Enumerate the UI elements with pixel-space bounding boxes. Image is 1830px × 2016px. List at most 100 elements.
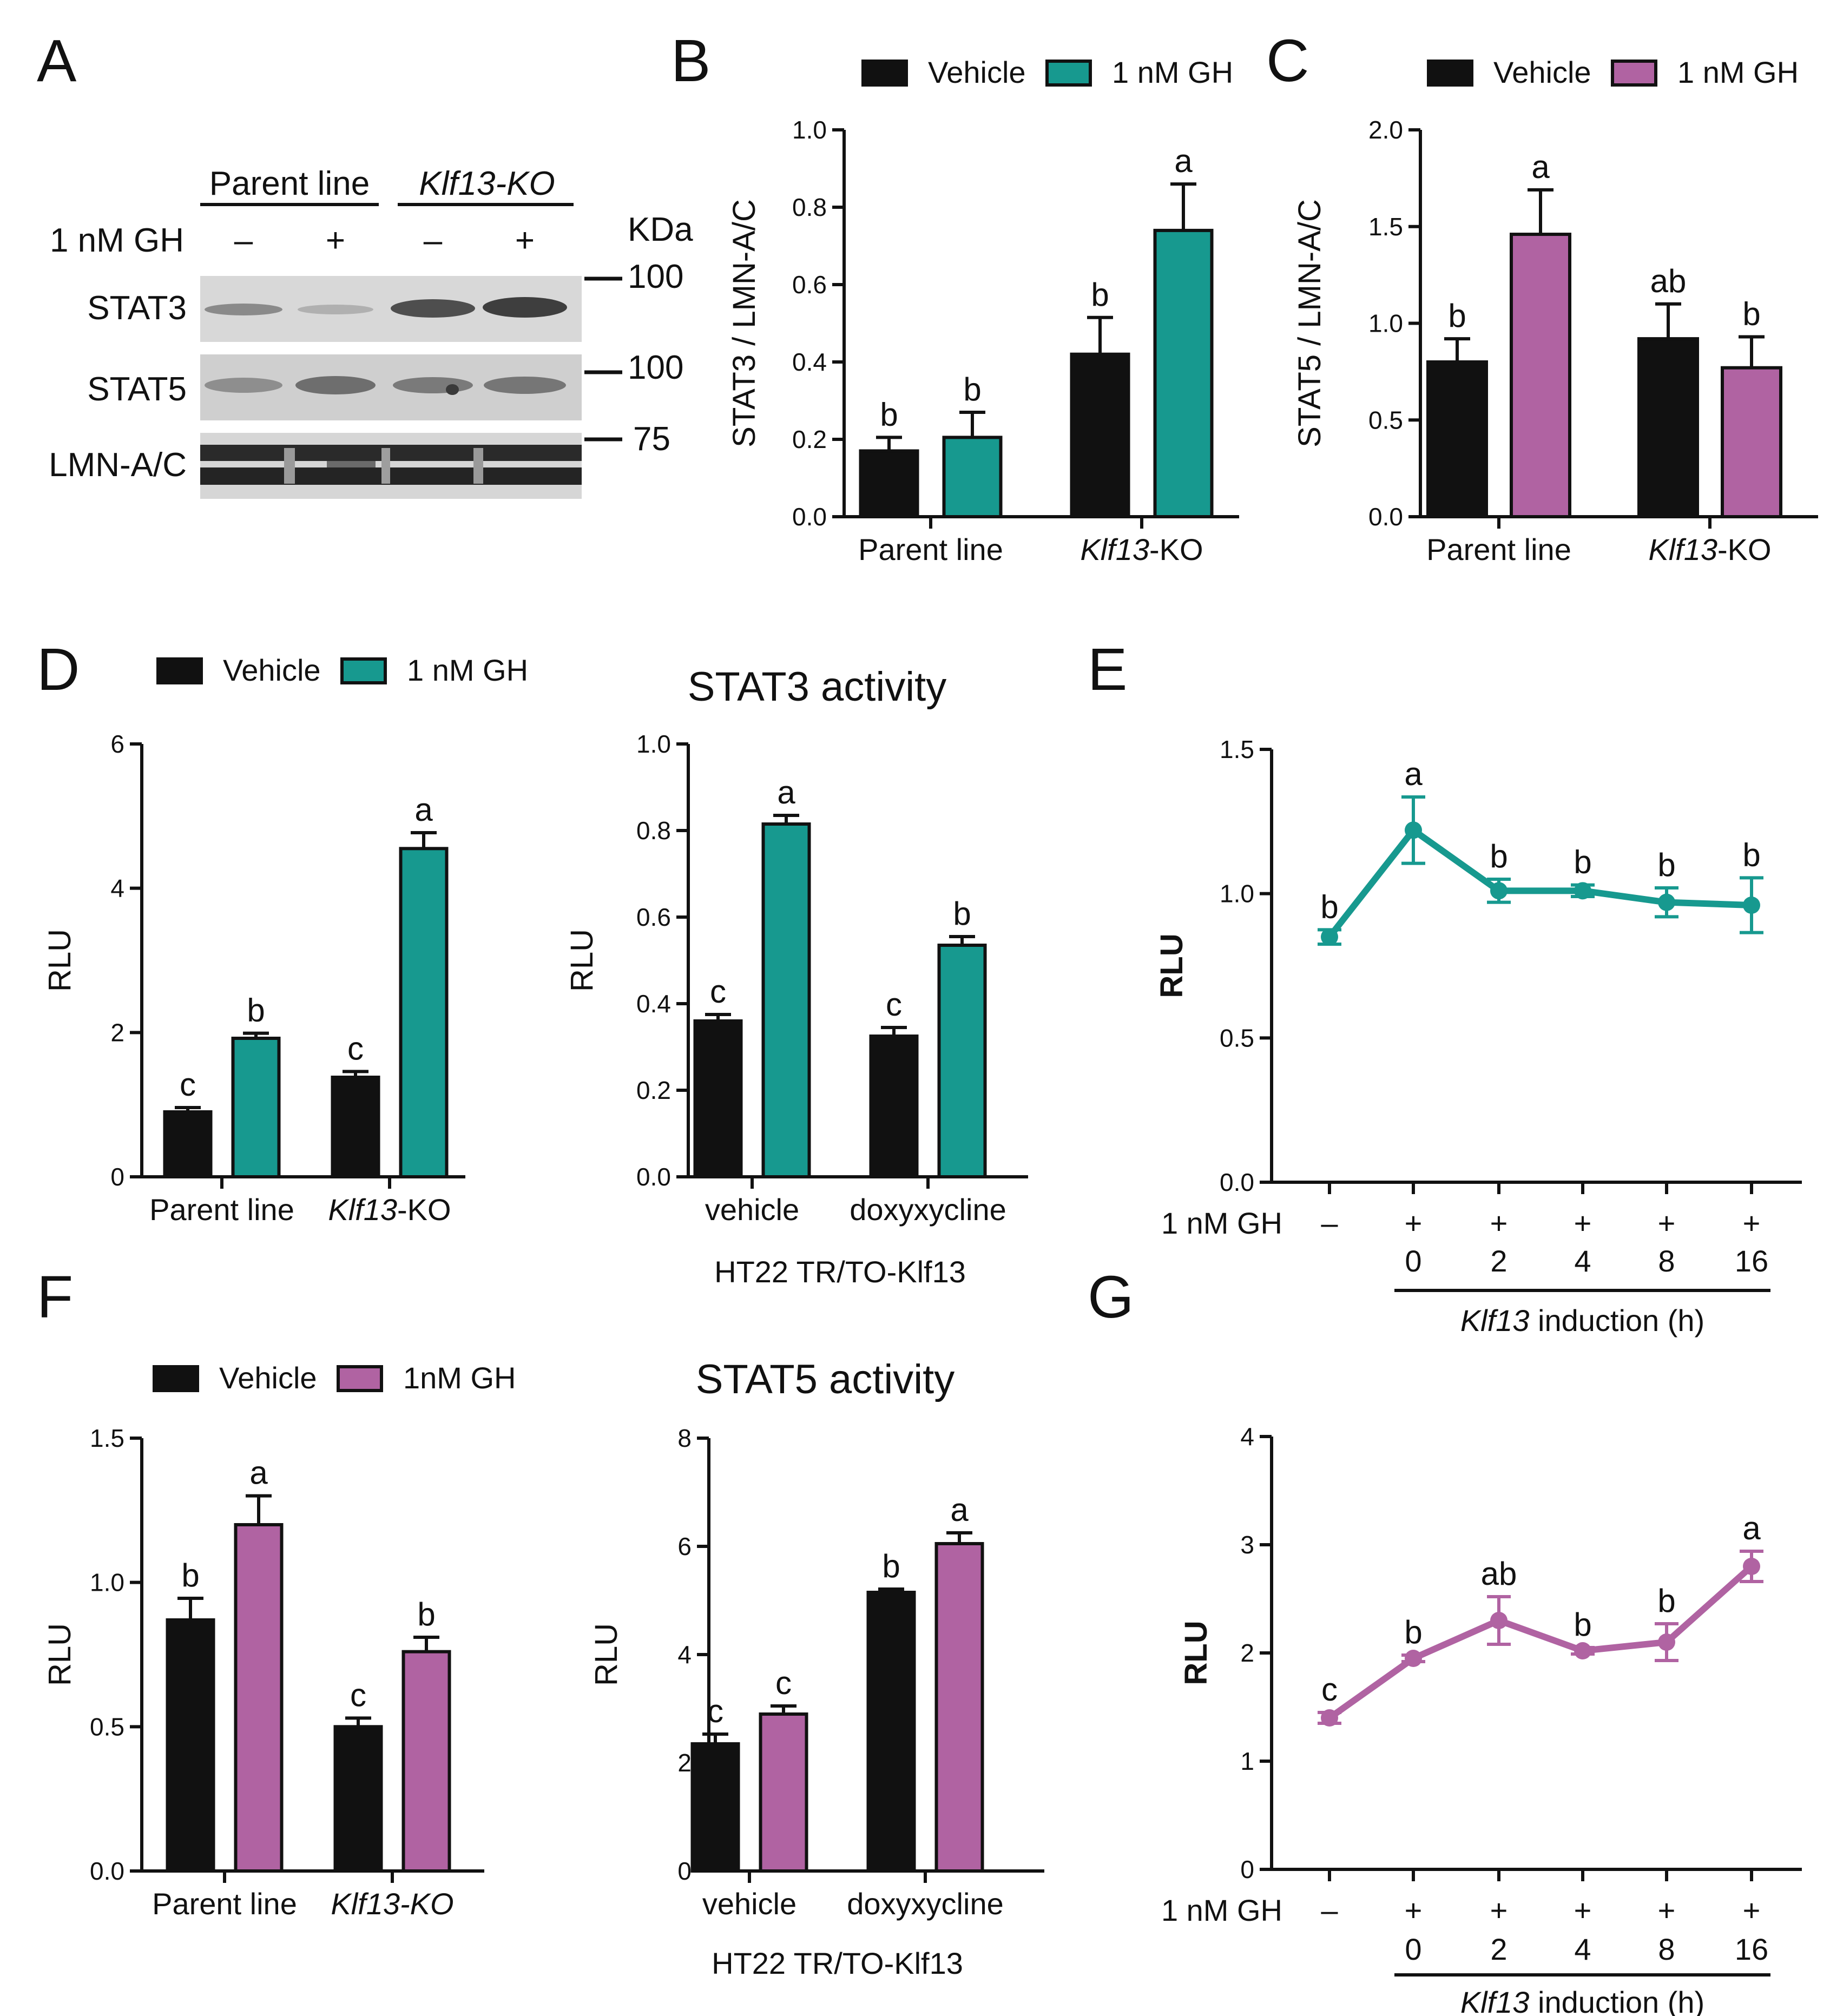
chart-c-category-label: Parent line	[1426, 532, 1571, 566]
chart-c-bar-vehicle	[1637, 337, 1699, 518]
chart-f-left-significance-letter: a	[249, 1455, 268, 1491]
chart-b-bar-gh	[1153, 228, 1214, 518]
chart-g-data-point	[1658, 1633, 1675, 1651]
chart-f-left-bar-vehicle	[166, 1618, 215, 1873]
chart-g-significance-letter: b	[1404, 1614, 1422, 1650]
chart-g-series-line	[1327, 1564, 1754, 1721]
blot-strip-lmn	[200, 433, 582, 499]
blot-treatment-label: 1 nM GH	[50, 222, 184, 259]
blot-group-parent: Parent line	[209, 165, 370, 202]
chart-g-gh-sign: +	[1743, 1893, 1761, 1927]
chart-b-legend-label: 1 nM GH	[1112, 55, 1233, 89]
chart-e-gh-sign: +	[1490, 1206, 1508, 1240]
chart-e-time-label: 0	[1405, 1244, 1421, 1278]
chart-f-right-y-tick-label: 8	[677, 1424, 692, 1452]
chart-d-left-y-tick-label: 6	[110, 730, 124, 758]
blot-kda-label: KDa	[628, 211, 693, 248]
chart-f-right-title: STAT5 activity	[696, 1356, 955, 1402]
chart-g-gh-sign: +	[1405, 1893, 1423, 1927]
chart-d-left-significance-letter: a	[414, 792, 433, 828]
chart-c-significance-letter: ab	[1650, 263, 1687, 299]
panel-label-e: E	[1088, 636, 1127, 703]
chart-e-time-label: 2	[1490, 1244, 1507, 1278]
chart-d-stat3-rlu-dox: 0.0 0.2 0.4 0.6 0.8 1.0 RLU vehicle c a doxyxyclin…	[564, 664, 1028, 1289]
blot-row-label-lmn: LMN-A/C	[49, 446, 187, 484]
chart-d-left-bar-vehicle	[163, 1110, 213, 1178]
chart-d-left-legend-swatch	[156, 657, 203, 684]
chart-c-y-tick-label: 1.5	[1368, 213, 1403, 241]
chart-g-significance-letter: ab	[1481, 1556, 1517, 1592]
chart-c-y-tick-label: 1.0	[1368, 309, 1403, 338]
chart-f-left-legend-label: Vehicle	[219, 1361, 317, 1395]
chart-b-y-axis-label: STAT3 / LMN-A/C	[727, 199, 762, 447]
chart-f-left-y-tick-label: 0.0	[90, 1857, 124, 1885]
chart-f-left-bar-gh	[401, 1650, 451, 1873]
chart-f-stat5-rlu-dox: 0 2 4 6 8 RLU vehicle c c doxyxycline b a STAT5 acti…	[589, 1356, 1044, 1980]
chart-e-time-label: 16	[1735, 1244, 1768, 1278]
chart-c-y-tick-label: 0.0	[1368, 503, 1403, 531]
chart-f-left-significance-letter: b	[417, 1596, 435, 1632]
chart-d-right-y-tick-label: 0.4	[636, 990, 671, 1018]
chart-b-stat3-ratio: 0.0 0.2 0.4 0.6 0.8 1.0 STAT3 / LMN-A/C Parent …	[727, 55, 1239, 566]
chart-f-left-y-tick-label: 1.5	[90, 1424, 124, 1452]
chart-b-y-tick-label: 1.0	[792, 116, 827, 144]
chart-g-data-point	[1321, 1709, 1338, 1727]
chart-f-right-y-tick-label: 6	[677, 1532, 692, 1560]
chart-f-left-category-label: Parent line	[152, 1887, 297, 1921]
chart-d-left-y-tick-label: 0	[110, 1163, 124, 1191]
chart-c-significance-letter: a	[1531, 149, 1550, 185]
chart-d-right-significance-letter: c	[886, 986, 902, 1023]
blot-sign: –	[234, 222, 253, 259]
blot-row-label-stat3: STAT3	[87, 289, 187, 327]
chart-d-left-y-axis-label: RLU	[42, 929, 77, 992]
chart-e-data-point	[1490, 882, 1508, 900]
chart-e-time-label: 8	[1658, 1244, 1675, 1278]
chart-g-significance-letter: b	[1574, 1606, 1591, 1643]
chart-g-y-tick-label: 1	[1240, 1747, 1254, 1775]
chart-d-left-category-label: Klf13-KO	[328, 1193, 451, 1227]
chart-c-bar-gh	[1721, 366, 1782, 518]
chart-f-left-legend-swatch	[153, 1365, 199, 1392]
chart-e-row-label: 1 nM GH	[1161, 1206, 1282, 1240]
chart-g-time-label: 0	[1405, 1932, 1421, 1966]
chart-e-significance-letter: b	[1657, 847, 1675, 883]
chart-b-category-label: Parent line	[858, 532, 1003, 566]
chart-e-y-tick-label: 1.5	[1220, 735, 1254, 763]
chart-g-time-label: 4	[1574, 1932, 1591, 1966]
chart-d-right-category-label: vehicle	[705, 1193, 799, 1227]
chart-g-significance-letter: c	[1321, 1671, 1338, 1708]
chart-d-right-y-tick-label: 0.6	[636, 903, 671, 931]
chart-e-y-axis-label: RLU	[1154, 933, 1189, 998]
chart-f-left-y-axis-label: RLU	[42, 1623, 77, 1686]
chart-f-left-significance-letter: b	[181, 1557, 199, 1593]
chart-b-y-tick-label: 0.8	[792, 193, 827, 221]
chart-g-gh-sign: +	[1574, 1893, 1592, 1927]
chart-f-right-significance-letter: b	[882, 1548, 900, 1584]
chart-f-right-bar-vehicle	[866, 1591, 916, 1873]
chart-e-data-point	[1658, 893, 1675, 911]
chart-e-time-label: 4	[1574, 1244, 1591, 1278]
chart-f-left-y-tick-label: 0.5	[90, 1712, 124, 1741]
chart-d-right-bar-vehicle	[869, 1035, 919, 1178]
chart-f-left-significance-letter: c	[350, 1677, 366, 1713]
chart-g-data-point	[1490, 1612, 1508, 1629]
chart-f-left-y-tick-label: 1.0	[90, 1569, 124, 1597]
chart-f-right-significance-letter: a	[950, 1492, 969, 1528]
chart-c-legend-label: Vehicle	[1493, 55, 1591, 89]
chart-g-y-axis-label: RLU	[1179, 1620, 1214, 1685]
chart-g-time-label: 8	[1658, 1932, 1675, 1966]
chart-g-data-point	[1574, 1642, 1591, 1659]
chart-c-significance-letter: b	[1448, 298, 1466, 334]
chart-b-category-label: Klf13-KO	[1080, 532, 1203, 566]
chart-f-right-bar-vehicle	[690, 1742, 740, 1873]
chart-f-right-x-axis-label: HT22 TR/TO-Klf13	[712, 1946, 963, 1980]
chart-e-significance-letter: b	[1320, 888, 1338, 925]
chart-d-left-significance-letter: c	[347, 1030, 364, 1066]
chart-d-left-legend-label: 1 nM GH	[407, 653, 528, 687]
chart-f-right-category-label: vehicle	[702, 1887, 796, 1921]
chart-b-bar-gh	[942, 436, 1003, 518]
chart-e-gh-sign: +	[1743, 1206, 1761, 1240]
chart-d-right-bar-gh	[761, 822, 811, 1178]
chart-b-bar-vehicle	[859, 449, 919, 519]
